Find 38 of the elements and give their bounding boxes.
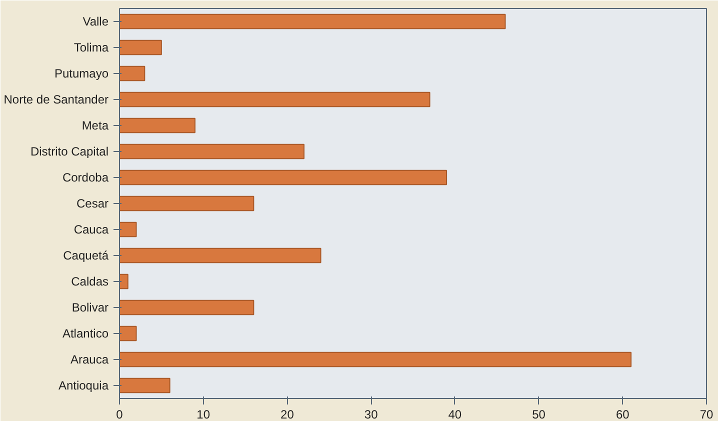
y-tick-label: Atlantico [62, 326, 109, 340]
bar [120, 118, 196, 134]
y-tick-label: Tolima [74, 40, 109, 54]
bar [120, 196, 254, 212]
y-tick-label: Caldas [71, 274, 109, 288]
y-tick-label: Distrito Capital [30, 144, 109, 158]
x-tick-label: 10 [196, 408, 210, 421]
bar [120, 222, 137, 238]
bar [120, 66, 146, 82]
x-tick-label: 30 [364, 408, 378, 421]
y-tick-label: Putumayo [54, 66, 109, 80]
bar [120, 274, 128, 290]
bar [120, 40, 162, 56]
x-tick-label: 70 [700, 408, 714, 421]
bar [120, 14, 506, 30]
y-tick-label: Meta [82, 118, 109, 132]
y-tick-label: Caquetá [63, 248, 109, 262]
bar [120, 378, 170, 394]
y-tick-label: Norte de Santander [4, 92, 109, 106]
x-tick-label: 60 [616, 408, 630, 421]
x-tick-label: 0 [116, 408, 124, 421]
y-tick-label: Cesar [76, 196, 109, 210]
bar [120, 170, 448, 186]
y-tick-label: Cordoba [62, 170, 109, 184]
y-tick-label: Cauca [74, 222, 109, 236]
bar [120, 248, 322, 264]
y-tick-label: Bolivar [72, 300, 109, 314]
bar [120, 92, 430, 108]
y-tick-label: Valle [82, 14, 109, 28]
x-tick-label: 50 [532, 408, 546, 421]
y-tick-label: Arauca [70, 352, 109, 366]
x-tick-label: 20 [280, 408, 294, 421]
bar [120, 352, 632, 368]
bar [120, 326, 137, 342]
y-tick-label: Antioquia [58, 378, 109, 392]
bar [120, 300, 254, 316]
x-tick-label: 40 [448, 408, 462, 421]
bar [120, 144, 304, 160]
